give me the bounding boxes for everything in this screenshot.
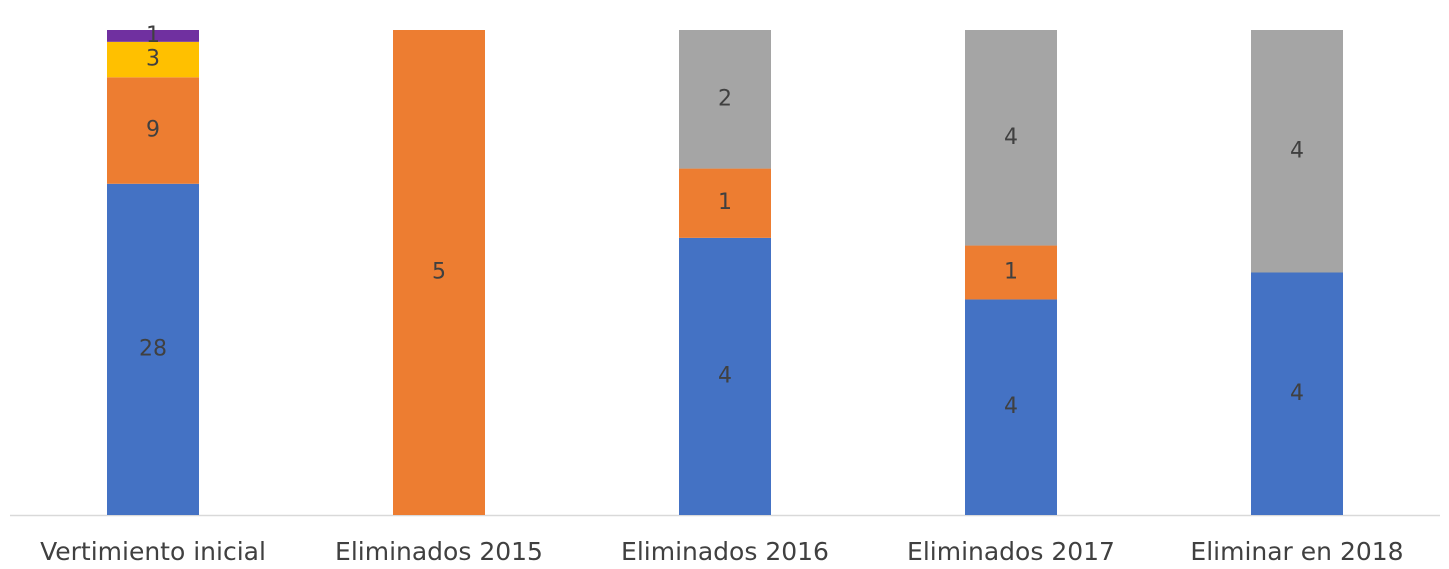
bar-segment bbox=[965, 30, 1057, 246]
data-label: 1 bbox=[718, 190, 732, 215]
data-label: 1 bbox=[1004, 260, 1018, 285]
data-label: 4 bbox=[1004, 394, 1018, 419]
bar-segment bbox=[107, 30, 199, 42]
data-label: 28 bbox=[139, 336, 167, 361]
bar-segment bbox=[1251, 272, 1343, 515]
x-tick-label: Eliminados 2015 bbox=[335, 537, 543, 566]
x-tick-label: Eliminados 2016 bbox=[621, 537, 829, 566]
x-tick-label: Eliminar en 2018 bbox=[1190, 537, 1403, 566]
bar-segment bbox=[679, 30, 771, 169]
data-label: 1 bbox=[146, 23, 160, 48]
bar-segment bbox=[1251, 30, 1343, 273]
bar-segment bbox=[679, 168, 771, 238]
data-label: 4 bbox=[1290, 381, 1304, 406]
data-label: 3 bbox=[146, 47, 160, 72]
bar-segment bbox=[679, 237, 771, 515]
x-tick-label: Vertimiento inicial bbox=[40, 537, 266, 566]
bar-segment bbox=[965, 299, 1057, 515]
bar-segment bbox=[393, 30, 485, 515]
data-label: 5 bbox=[432, 260, 446, 285]
data-label: 9 bbox=[146, 118, 160, 143]
bar-segment bbox=[107, 77, 199, 184]
data-label: 4 bbox=[1290, 138, 1304, 163]
bar-segment bbox=[965, 245, 1057, 300]
bar-segment bbox=[107, 183, 199, 515]
bar-segment bbox=[107, 41, 199, 78]
data-label: 4 bbox=[718, 363, 732, 388]
data-label: 2 bbox=[718, 86, 732, 111]
x-tick-label: Eliminados 2017 bbox=[907, 537, 1115, 566]
data-label: 4 bbox=[1004, 125, 1018, 150]
